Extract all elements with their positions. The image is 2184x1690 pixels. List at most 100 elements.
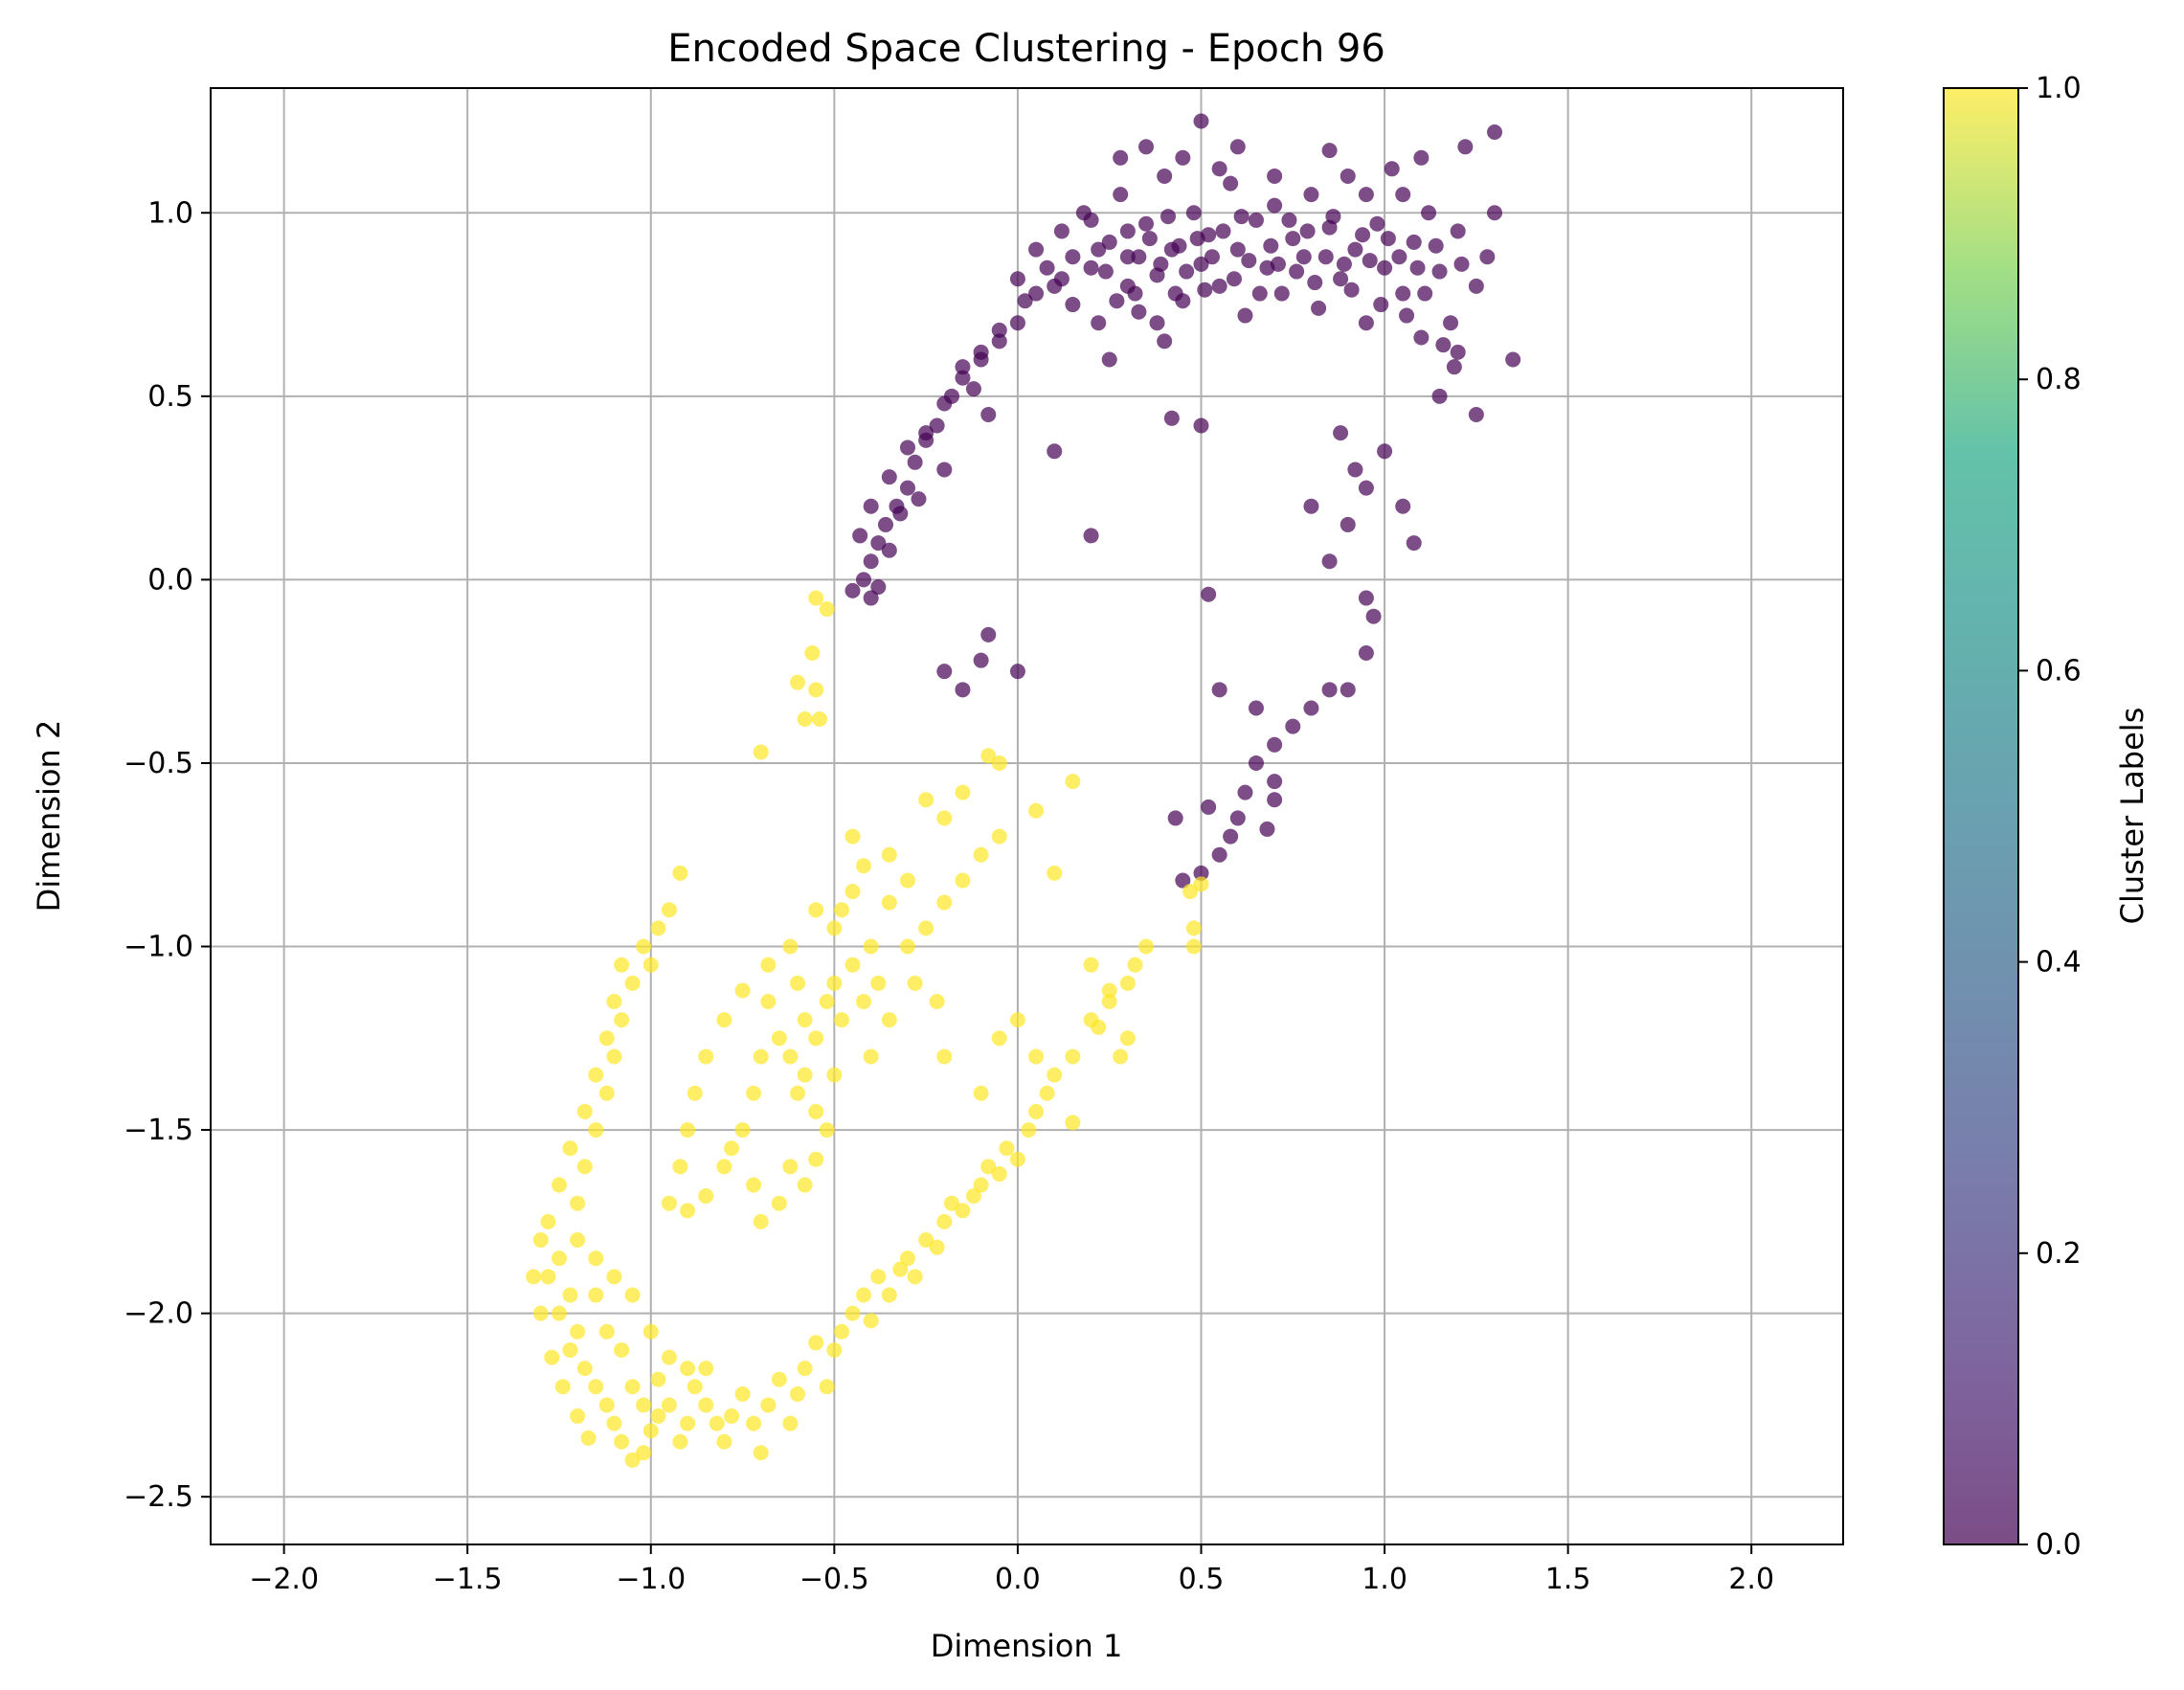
scatter-point [1157, 333, 1173, 349]
scatter-point [936, 395, 953, 412]
scatter-point [834, 1323, 850, 1340]
scatter-point [570, 1323, 586, 1340]
scatter-point [1443, 315, 1459, 331]
grid [211, 88, 1843, 1544]
scatter-point [819, 993, 835, 1009]
scatter-point [1193, 865, 1209, 881]
scatter-point [804, 645, 821, 662]
scatter-point [1138, 215, 1155, 232]
colorbar-tick-label: 0.8 [2036, 363, 2082, 396]
scatter-point [936, 894, 953, 911]
scatter-point [1193, 876, 1209, 892]
scatter-point [680, 1361, 696, 1377]
scatter-point [588, 1122, 604, 1138]
scatter-point [892, 506, 909, 522]
scatter-point [936, 1213, 953, 1229]
scatter-point [980, 748, 997, 764]
scatter-point [1157, 168, 1173, 184]
scatter-point [698, 1048, 714, 1065]
scatter-point [734, 982, 751, 999]
scatter-point [636, 1445, 652, 1461]
colorbar-frame [1943, 87, 2019, 1545]
scatter-point [1321, 143, 1338, 159]
scatter-point [1167, 285, 1183, 302]
scatter-point [551, 1177, 567, 1193]
scatter-point [1295, 249, 1312, 265]
scatter-point [606, 1269, 622, 1285]
scatter-point [1248, 700, 1264, 716]
scatter-point [1229, 241, 1246, 258]
x-tick-label: −1.0 [616, 1563, 686, 1596]
scatter-point [1333, 425, 1349, 441]
scatter-point [1039, 259, 1055, 276]
scatter-point [826, 920, 843, 936]
scatter-point [1091, 315, 1107, 331]
y-tick-label: −2.5 [124, 1480, 193, 1514]
scatter-point [826, 975, 843, 991]
scatter-point [790, 1386, 806, 1402]
scatter-point [911, 491, 927, 507]
scatter-point [819, 1122, 835, 1138]
scatter-point [955, 784, 971, 800]
scatter-point [1017, 293, 1033, 309]
scatter-point [834, 902, 850, 918]
scatter-point [1377, 259, 1393, 276]
scatter-point [1229, 139, 1246, 155]
scatter-point [580, 1430, 597, 1446]
scatter-point [808, 902, 824, 918]
scatter-point [844, 957, 861, 973]
scatter-point [698, 1397, 714, 1413]
scatter-point [1468, 406, 1484, 422]
scatter-point [588, 1251, 604, 1267]
scatter-point [1083, 259, 1099, 276]
scatter-point [588, 1287, 604, 1303]
scatter-point [598, 1085, 615, 1101]
scatter-point [1406, 535, 1422, 552]
scatter-point [892, 1261, 909, 1277]
scatter-point [624, 1452, 641, 1468]
scatter-point [1468, 278, 1484, 294]
scatter-point [1303, 498, 1319, 514]
scatter-point [907, 975, 923, 991]
scatter-point [808, 1151, 824, 1167]
scatter-point [1358, 590, 1374, 606]
scatter-point [1358, 480, 1374, 496]
scatter-point [532, 1232, 549, 1249]
scatter-point [1457, 139, 1474, 155]
scatter-point [899, 938, 915, 955]
scatter-point [624, 1287, 641, 1303]
scatter-point [863, 553, 879, 570]
chart-title: Encoded Space Clustering - Epoch 96 [667, 27, 1385, 71]
colorbar-tick-label: 0.4 [2036, 946, 2082, 980]
scatter-point [680, 1415, 696, 1431]
scatter-point [1431, 388, 1448, 404]
x-tick-label: −1.5 [433, 1563, 503, 1596]
scatter-point [642, 1323, 659, 1340]
scatter-point [614, 957, 630, 973]
scatter-point [1028, 1048, 1045, 1065]
scatter-point [753, 1048, 769, 1065]
scatter-point [672, 865, 688, 881]
scatter-point [1267, 197, 1283, 214]
scatter-point [797, 1361, 813, 1377]
scatter-point [1204, 249, 1220, 265]
scatter-point [1163, 410, 1180, 426]
scatter-point [1479, 249, 1496, 265]
scatter-point [642, 957, 659, 973]
scatter-point [1453, 256, 1470, 272]
scatter-point [1113, 1048, 1129, 1065]
scatter-point [907, 454, 923, 470]
plot-frame [210, 87, 1844, 1545]
scatter-point [999, 1140, 1015, 1157]
scatter-point [771, 1030, 787, 1047]
scatter-point [1009, 271, 1025, 287]
scatter-point [624, 1379, 641, 1395]
scatter-point [576, 1103, 593, 1119]
scatter-point [1182, 884, 1198, 900]
scatter-point [1185, 938, 1202, 955]
scatter-point [808, 1103, 824, 1119]
scatter-point [1487, 205, 1503, 221]
scatter-point [1369, 215, 1385, 232]
y-axis-label: Dimension 2 [31, 720, 67, 913]
scatter-point [929, 993, 945, 1009]
